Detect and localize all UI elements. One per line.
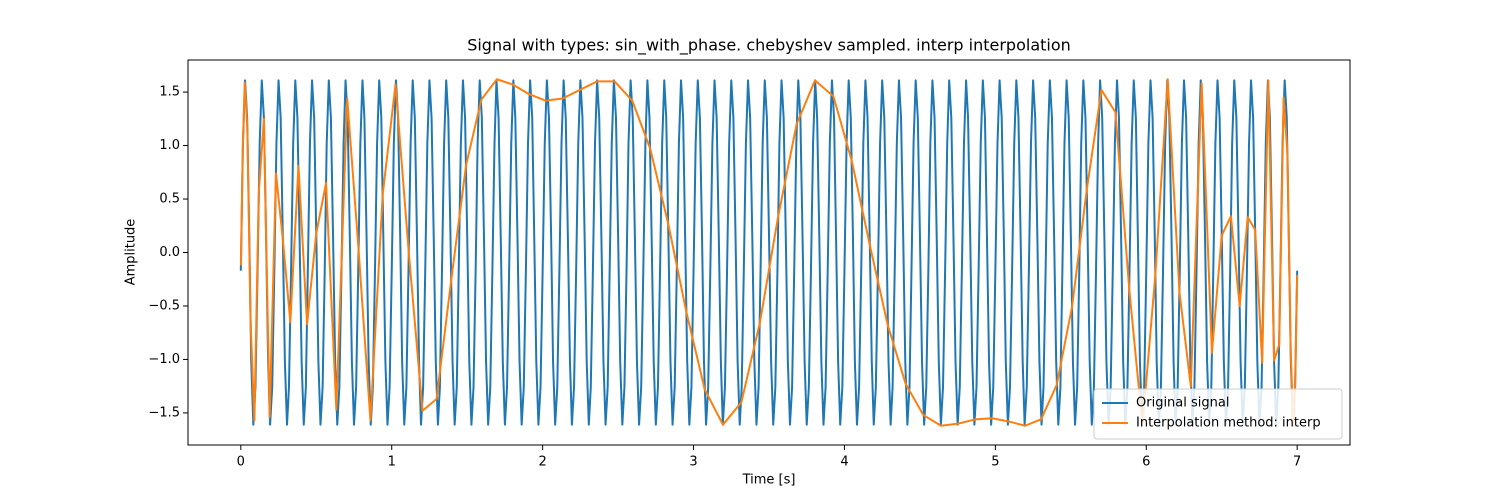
series-line — [239, 78, 1299, 427]
x-tick-label: 0 — [237, 455, 245, 470]
x-tick-label: 4 — [840, 455, 848, 470]
y-tick-label: 0.0 — [159, 245, 180, 260]
x-tick-label: 3 — [689, 455, 697, 470]
x-tick-label: 6 — [1142, 455, 1150, 470]
y-tick-label: −1.5 — [148, 405, 180, 420]
legend-box — [1093, 388, 1343, 440]
legend-label: Original signal — [1136, 396, 1229, 411]
y-axis-label: Amplitude — [124, 219, 139, 286]
y-tick-label: −1.0 — [148, 352, 180, 367]
x-tick-label: 7 — [1293, 455, 1301, 470]
y-tick-label: −0.5 — [148, 298, 180, 313]
plot-area — [239, 78, 1299, 427]
legend-label: Interpolation method: interp — [1136, 416, 1321, 431]
y-tick-label: 1.5 — [159, 85, 180, 100]
y-tick-label: 1.0 — [159, 138, 180, 153]
x-tick-label: 5 — [991, 455, 999, 470]
series-line — [239, 79, 1299, 426]
x-tick-label: 1 — [388, 455, 396, 470]
x-tick-label: 2 — [538, 455, 546, 470]
x-axis-label: Time [s] — [742, 473, 796, 488]
y-tick-label: 0.5 — [159, 192, 180, 207]
chart-title: Signal with types: sin_with_phase. cheby… — [467, 36, 1071, 56]
